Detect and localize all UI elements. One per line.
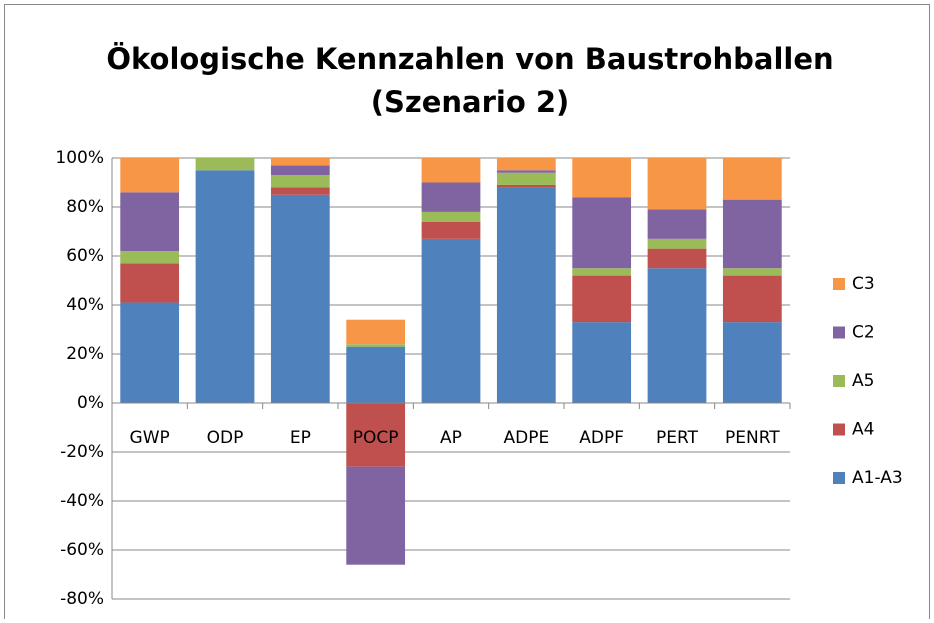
bar-segment (722, 268, 782, 276)
bar-segment (496, 187, 556, 403)
x-tick-label: ADPE (503, 428, 549, 448)
bar-segment (572, 275, 632, 323)
legend-label: A1-A3 (852, 468, 903, 488)
bar-segment (496, 184, 556, 188)
legend-label: A5 (852, 371, 874, 391)
x-tick-label: GWP (130, 428, 170, 448)
bar-segment (120, 302, 180, 403)
bar-segment (195, 170, 255, 403)
y-tick-label: -40% (60, 491, 104, 511)
x-tick-label: AP (440, 428, 462, 448)
chart-title: Ökologische Kennzahlen von Baustrohballe… (106, 42, 833, 76)
x-tick-label: PERT (656, 428, 699, 448)
x-tick-label: POCP (353, 428, 399, 448)
bar-segment (195, 158, 255, 171)
bar-segment (496, 158, 556, 171)
y-tick-label: 80% (66, 197, 104, 217)
x-tick-label: ADPF (579, 428, 624, 448)
bar-segment (647, 248, 707, 269)
x-tick-label: ODP (207, 428, 244, 448)
chart-title: (Szenario 2) (371, 85, 570, 119)
bar-segment (421, 158, 481, 183)
bar-segment (120, 158, 180, 193)
bar-segment (722, 322, 782, 403)
bar-segment (346, 319, 406, 345)
bar-segment (572, 197, 632, 269)
bar-segment (270, 165, 330, 176)
bar-segment (572, 322, 632, 403)
bar-segment (270, 175, 330, 188)
y-tick-label: 40% (66, 295, 104, 315)
bar-segment (647, 238, 707, 249)
bar-segment (270, 158, 330, 166)
y-tick-label: -80% (60, 589, 104, 609)
x-tick-label: EP (290, 428, 311, 448)
legend-label: C3 (852, 274, 875, 294)
y-tick-label: 100% (55, 148, 104, 168)
bar-segment (346, 344, 406, 347)
legend-swatch (833, 278, 845, 290)
bar-segment (572, 158, 632, 198)
x-tick-label: PENRT (725, 428, 780, 448)
legend-label: C2 (852, 323, 875, 343)
bar-segment (346, 403, 406, 467)
bar-segment (722, 199, 782, 269)
bar-segment (421, 182, 481, 212)
bar-segment (496, 170, 556, 173)
bar-segment (270, 187, 330, 195)
bar-segment (120, 251, 180, 264)
legend-swatch (833, 472, 845, 484)
y-tick-label: 20% (66, 344, 104, 364)
bar-segment (120, 263, 180, 303)
y-tick-label: -60% (60, 540, 104, 560)
bar-segment (120, 192, 180, 252)
y-tick-label: 0% (77, 393, 104, 413)
y-tick-label: -20% (60, 442, 104, 462)
bar-segment (647, 268, 707, 403)
legend-swatch (833, 423, 845, 436)
legend-swatch (833, 375, 845, 387)
bar-segment (722, 275, 782, 323)
bar-segment (421, 238, 481, 403)
bar-segment (346, 466, 406, 565)
bar-segment (722, 158, 782, 200)
bar-segment (496, 172, 556, 185)
bar-segment (647, 209, 707, 239)
bar-segment (346, 346, 406, 403)
legend-label: A4 (852, 420, 874, 440)
bar-segment (270, 194, 330, 403)
legend-swatch (833, 326, 845, 339)
bar-segment (647, 158, 707, 210)
y-tick-label: 60% (66, 246, 104, 266)
bar-segment (421, 221, 481, 239)
bar-segment (421, 211, 481, 222)
bar-segment (572, 268, 632, 276)
